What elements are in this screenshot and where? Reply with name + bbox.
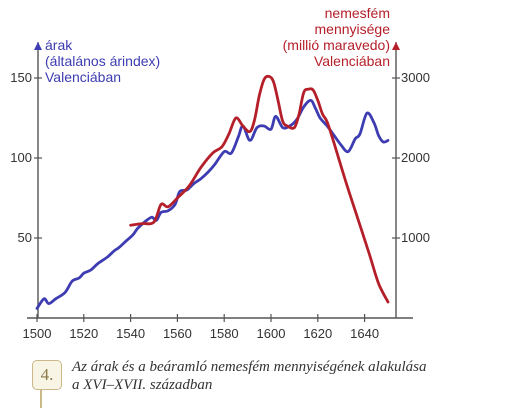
right-tick-label-2000: 2000: [401, 150, 430, 165]
right-tick-label-1000: 1000: [401, 230, 430, 245]
x-tick-label-1520: 1520: [69, 326, 98, 341]
right-axis-label-line-2: mennyisége: [315, 21, 391, 37]
right-axis-label-line-3: (millió maravedo): [283, 37, 390, 53]
caption-line-1: Az árak és a beáramló nemesfém mennyiség…: [72, 359, 427, 375]
right-axis-label-line-1: nemesfém: [325, 5, 390, 21]
x-tick-label-1560: 1560: [163, 326, 192, 341]
right-tick-label-3000: 3000: [401, 70, 430, 85]
figure-caption: 4. Az árak és a beáramló nemesfém mennyi…: [0, 350, 518, 408]
x-tick-label-1600: 1600: [257, 326, 286, 341]
x-tick-label-1580: 1580: [210, 326, 239, 341]
left-tick-label-150: 150: [10, 70, 32, 85]
caption-divider: [40, 390, 42, 408]
x-tick-label-1620: 1620: [303, 326, 332, 341]
x-tick-label-1540: 1540: [116, 326, 145, 341]
x-tick-label-1500: 1500: [23, 326, 52, 341]
line-chart: 1500 1520 1540 1560 1580 1600 1620 1640 50 100 150…: [10, 5, 430, 341]
left-axis-label-line-1: árak: [45, 37, 73, 53]
chart: 1500 1520 1540 1560 1580 1600 1620 1640 50 100 150…: [10, 5, 430, 341]
series-lines: [35, 74, 390, 310]
figure-number-badge: 4.: [32, 360, 62, 390]
precious-metal-line: [129, 74, 390, 304]
axis-labels: 1500 1520 1540 1560 1580 1600 1620 1640 50 100 150…: [10, 5, 430, 341]
x-tick-label-1640: 1640: [350, 326, 379, 341]
right-axis-arrow-icon: [392, 42, 400, 50]
left-axis-label-line-3: Valenciában: [45, 69, 121, 85]
left-axis-label-line-2: (általános árindex): [45, 53, 160, 69]
left-tick-label-100: 100: [10, 150, 32, 165]
right-axis-label-line-4: Valenciában: [314, 53, 390, 69]
left-axis-arrow-icon: [34, 42, 42, 50]
left-tick-label-50: 50: [18, 230, 32, 245]
axes: [27, 42, 413, 322]
caption-text: Az árak és a beáramló nemesfém mennyiség…: [72, 358, 512, 394]
price-index-line: [35, 99, 390, 310]
caption-line-2: a XVI–XVII. században: [72, 377, 213, 393]
